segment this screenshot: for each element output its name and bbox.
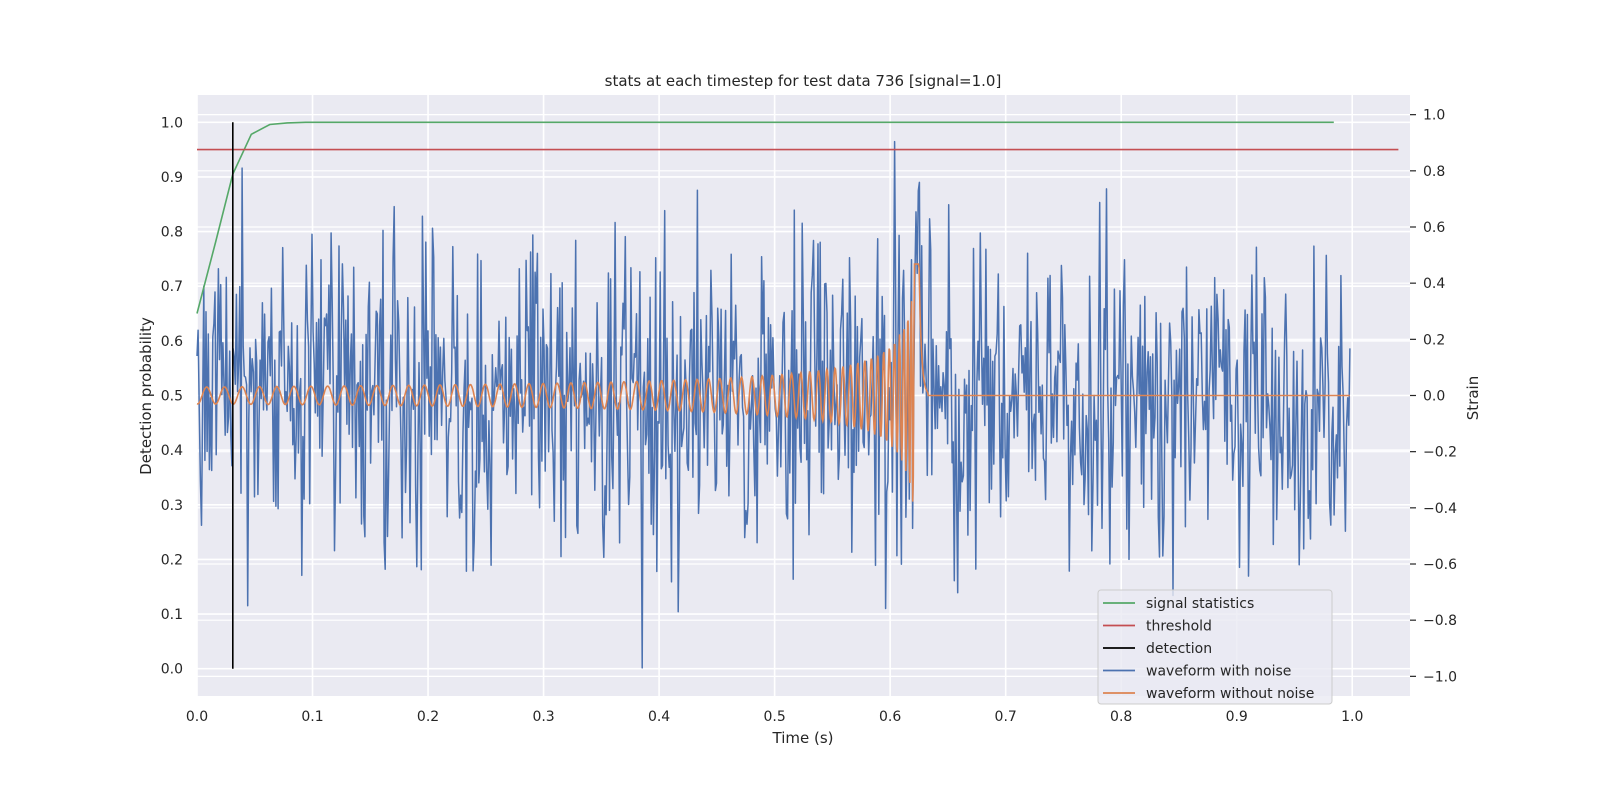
series-signal-statistics [196, 121, 1334, 314]
y-axis-ticks: 0.0 0.1 0.2 0.3 0.4 0.5 0.6 0.7 0.8 0.9 1.0 [161, 115, 183, 677]
x-tick-label: 0.8 [1110, 709, 1132, 725]
y-tick-label: 0.4 [161, 443, 183, 459]
y2-tick-label: 0.2 [1423, 332, 1445, 348]
y2-tick-label: −0.4 [1423, 501, 1457, 517]
y-tick-label: 0.0 [161, 662, 183, 678]
y2-tick-label: 0.8 [1423, 164, 1445, 180]
y2-tick-label: 1.0 [1423, 108, 1445, 124]
x-tick-label: 0.1 [301, 709, 323, 725]
chart-title: stats at each timestep for test data 736… [605, 72, 1002, 90]
x-tick-label: 1.0 [1341, 709, 1363, 725]
y2-tick-label: 0.4 [1423, 276, 1445, 292]
x-axis-label: Time (s) [772, 729, 834, 747]
legend-label: threshold [1146, 619, 1212, 635]
x-tick-label: 0.6 [879, 709, 901, 725]
legend-label: waveform with noise [1146, 664, 1291, 680]
y-tick-label: 1.0 [161, 115, 183, 131]
y-tick-label: 0.9 [161, 170, 183, 186]
x-axis-ticks: 0.0 0.1 0.2 0.3 0.4 0.5 0.6 0.7 0.8 0.9 1.0 [186, 709, 1364, 725]
y-tick-label: 0.2 [161, 552, 183, 568]
series-waveform-with-noise [196, 140, 1351, 669]
legend-label: detection [1146, 641, 1212, 657]
plot-series [196, 121, 1399, 669]
x-tick-label: 0.4 [648, 709, 670, 725]
x-tick-label: 0.0 [186, 709, 208, 725]
x-tick-label: 0.9 [1226, 709, 1248, 725]
y-axis-label: Detection probability [137, 317, 155, 475]
y-tick-label: 0.1 [161, 607, 183, 623]
y2-tick-label: −0.2 [1423, 445, 1457, 461]
series-waveform-without-noise [196, 263, 1350, 502]
legend-box [1097, 589, 1333, 705]
y2-tick-label: −0.8 [1423, 613, 1457, 629]
x-tick-label: 0.3 [532, 709, 554, 725]
y2-tick-label: 0.6 [1423, 220, 1445, 236]
y2-tick-label: −0.6 [1423, 557, 1457, 573]
y-tick-label: 0.8 [161, 225, 183, 241]
y-tick-label: 0.7 [161, 279, 183, 295]
y-tick-label: 0.6 [161, 334, 183, 350]
y2-axis-ticks: −1.0 −0.8 −0.6 −0.4 −0.2 0.0 0.2 0.4 0.6 0.8 1.0 [1410, 108, 1457, 685]
y2-axis-label: Strain [1464, 376, 1482, 420]
x-tick-label: 0.2 [417, 709, 439, 725]
x-tick-label: 0.5 [763, 709, 785, 725]
y2-tick-label: −1.0 [1423, 669, 1457, 685]
y2-tick-label: 0.0 [1423, 389, 1445, 405]
legend: signal statistics threshold detection wavef… [1097, 589, 1333, 705]
legend-label: signal statistics [1146, 596, 1254, 612]
y-tick-label: 0.3 [161, 498, 183, 514]
y-tick-label: 0.5 [161, 389, 183, 405]
legend-label: waveform without noise [1146, 686, 1314, 702]
x-tick-label: 0.7 [995, 709, 1017, 725]
